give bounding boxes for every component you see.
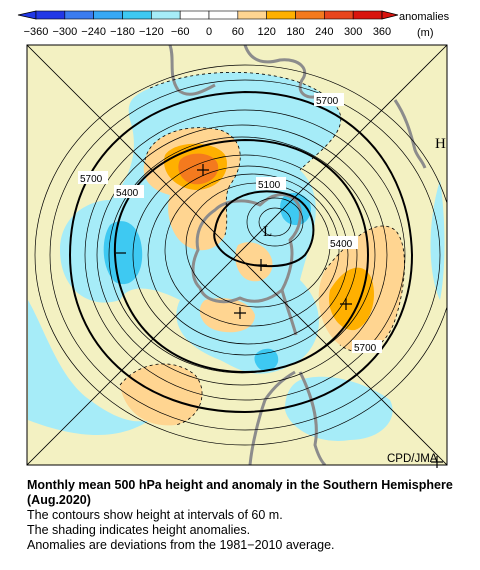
- map-grid: [27, 45, 447, 465]
- zero-line: [119, 363, 203, 426]
- zero-line: [144, 127, 241, 236]
- contour-5400: [113, 138, 370, 374]
- colorbar-tick-label: −240: [81, 26, 106, 38]
- contour-label: 5700: [80, 174, 103, 185]
- plus-marker: [340, 298, 352, 310]
- colorbar-tick-label: 360: [373, 26, 391, 38]
- colorbar-unit: (m): [417, 27, 434, 39]
- negative-anomaly-core: [280, 192, 311, 226]
- colorbar-title: anomalies: [399, 11, 450, 23]
- contour-label-bg: [256, 177, 286, 190]
- positive-anomaly-core: [329, 267, 375, 331]
- colorbar-swatches: [35, 10, 383, 20]
- contour-label: 5700: [316, 96, 339, 107]
- contour: [258, 207, 292, 237]
- contour: [96, 124, 388, 386]
- colorbar-tick-label: 0: [206, 26, 212, 38]
- contour-label: 5100: [258, 180, 281, 191]
- contour-5700: [68, 90, 414, 414]
- colorbar-tick-label: 300: [344, 26, 362, 38]
- credit-label: CPD/JMA: [387, 453, 438, 465]
- contour-5100: [213, 190, 315, 268]
- plus-marker: [234, 307, 246, 319]
- colorbar-tick-label: 240: [315, 26, 333, 38]
- contour: [246, 197, 304, 247]
- map-frame: [26, 44, 448, 466]
- caption-line: Anomalies are deviations from the 1981−2…: [27, 538, 335, 552]
- coastline-southamerica-2: [298, 371, 327, 465]
- figure-caption: Monthly mean 500 hPa height and anomaly …: [27, 478, 467, 553]
- colorbar-tick-label: 180: [286, 26, 304, 38]
- coastline-antarctic-peninsula: [280, 289, 298, 336]
- low-pressure-symbol: L: [263, 224, 272, 240]
- caption-title: Monthly mean 500 hPa height and anomaly …: [27, 478, 453, 507]
- colorbar-right-arrow: [381, 10, 399, 20]
- colorbar-tick-label: 120: [257, 26, 275, 38]
- zero-line: [324, 225, 405, 353]
- contour-label: 5700: [354, 343, 377, 354]
- coastline-newzealand: [393, 99, 427, 169]
- grid-diagonal: [27, 45, 447, 465]
- contour-label-bg: [352, 340, 382, 353]
- coastline-australia: [243, 45, 321, 99]
- colorbar-tick-label: −120: [139, 26, 164, 38]
- colorbar-tick-label: −60: [171, 26, 190, 38]
- contour: [164, 173, 340, 327]
- contour: [147, 165, 349, 345]
- negative-anomaly-area: [430, 180, 445, 300]
- coastline-southamerica: [248, 370, 296, 465]
- contour: [132, 154, 358, 356]
- plus-marker: [431, 456, 443, 468]
- map-figure: 5700 5700 5400 5100 5400 5700 L H CPD/JM…: [26, 44, 448, 468]
- caption-line: The contours show height at intervals of…: [27, 508, 283, 522]
- colorbar: −360 −300 −240 −180 −120 −60 0 60 120 180 240 300 36…: [17, 10, 450, 39]
- contour: [108, 136, 376, 374]
- contour-label: 5400: [330, 239, 353, 250]
- positive-anomaly-strong: [178, 153, 219, 185]
- contour-label-bg: [328, 236, 358, 249]
- colorbar-tick-label: −180: [110, 26, 135, 38]
- negative-anomaly-area: [28, 300, 150, 435]
- positive-anomaly-area: [235, 242, 273, 282]
- contour: [34, 64, 447, 446]
- contour-label-bg: [78, 171, 108, 184]
- plus-marker: [255, 259, 267, 271]
- caption-line: The shading indicates height anomalies.: [27, 523, 251, 537]
- colorbar-tick-label: −300: [52, 26, 77, 38]
- contour-label-bg: [314, 93, 344, 106]
- contour-label-bg: [114, 185, 144, 198]
- contour: [49, 79, 441, 431]
- colorbar-tick-labels: −360 −300 −240 −180 −120 −60 0 60 120 180 240 300 36…: [24, 26, 392, 38]
- colorbar-tick-label: 60: [232, 26, 244, 38]
- coastlines: [168, 45, 427, 465]
- plus-marker: [197, 164, 209, 176]
- contour: [84, 109, 406, 401]
- high-pressure-symbol: H: [435, 136, 446, 152]
- colorbar-tick-label: −360: [24, 26, 49, 38]
- zero-anomaly-lines: [119, 71, 405, 426]
- anomaly-center-markers: [116, 164, 443, 468]
- positive-anomaly-area: [199, 298, 255, 333]
- contour-label: 5400: [116, 188, 139, 199]
- zero-line: [149, 71, 342, 171]
- coastline-africa: [168, 45, 216, 96]
- contour-labels: 5700 5700 5400 5100 5400 5700: [78, 93, 382, 354]
- height-contours: [34, 64, 447, 446]
